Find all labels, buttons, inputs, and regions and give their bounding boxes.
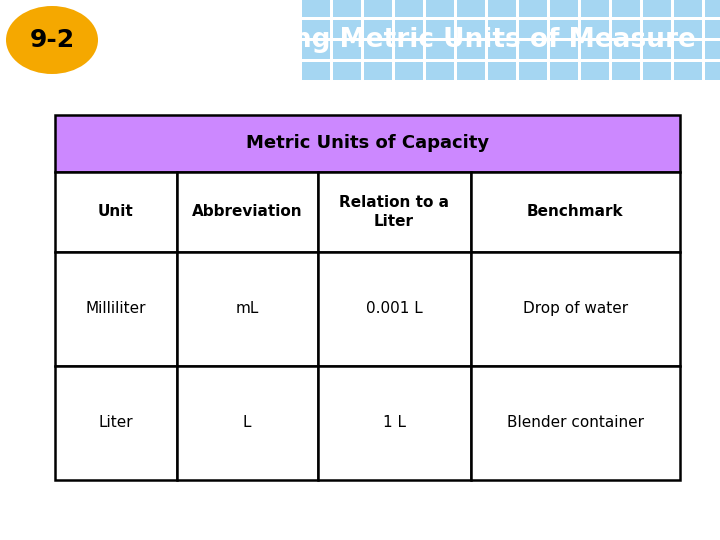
Bar [177, 252, 318, 366]
Text: Unit: Unit [98, 204, 134, 219]
Bar [395, 20, 423, 38]
Bar [612, 0, 640, 17]
Text: Liter: Liter [99, 415, 133, 430]
Bar [302, 0, 330, 17]
Bar [471, 252, 680, 366]
Bar [426, 62, 454, 80]
Bar [55, 252, 177, 366]
Bar [643, 20, 671, 38]
Bar [333, 20, 361, 38]
Bar [457, 0, 485, 17]
Bar [395, 0, 423, 17]
Bar [471, 366, 680, 480]
Bar [364, 20, 392, 38]
Bar [705, 0, 720, 17]
Text: 0.001 L: 0.001 L [366, 301, 423, 316]
Bar [426, 41, 454, 59]
Bar [519, 0, 547, 17]
Bar [674, 62, 702, 80]
Bar [318, 366, 471, 480]
Text: mL: mL [235, 301, 259, 316]
Bar [488, 20, 516, 38]
Bar [488, 41, 516, 59]
Bar [177, 366, 318, 480]
Text: 1 L: 1 L [382, 415, 405, 430]
Bar [488, 0, 516, 17]
Bar [550, 0, 578, 17]
Text: Milliliter: Milliliter [86, 301, 146, 316]
Bar [302, 41, 330, 59]
Bar [581, 0, 609, 17]
Bar [333, 41, 361, 59]
Text: 9-2: 9-2 [30, 28, 75, 52]
Bar [643, 62, 671, 80]
Bar [705, 62, 720, 80]
Bar [177, 172, 318, 252]
Bar [471, 172, 680, 252]
Text: Abbreviation: Abbreviation [192, 204, 302, 219]
Bar [55, 366, 177, 480]
Text: Relation to a
Liter: Relation to a Liter [339, 195, 449, 228]
Text: L: L [243, 415, 251, 430]
Bar [302, 20, 330, 38]
Bar [364, 62, 392, 80]
Bar [302, 62, 330, 80]
Bar [581, 20, 609, 38]
Bar [550, 41, 578, 59]
Bar [612, 41, 640, 59]
Text: Metric Units of Capacity: Metric Units of Capacity [246, 134, 489, 152]
Bar [55, 172, 177, 252]
Bar [674, 20, 702, 38]
Bar [426, 0, 454, 17]
Bar [457, 41, 485, 59]
Text: Drop of water: Drop of water [523, 301, 628, 316]
Bar [581, 62, 609, 80]
Bar [581, 41, 609, 59]
Bar [318, 172, 471, 252]
Bar [333, 62, 361, 80]
Bar [333, 0, 361, 17]
Bar [612, 62, 640, 80]
Bar [519, 20, 547, 38]
Bar [643, 0, 671, 17]
Text: Blender container: Blender container [507, 415, 644, 430]
Bar [426, 20, 454, 38]
Bar [488, 62, 516, 80]
Bar [457, 62, 485, 80]
Bar [705, 20, 720, 38]
Bar [364, 41, 392, 59]
Bar [395, 41, 423, 59]
Bar [612, 20, 640, 38]
Bar [643, 41, 671, 59]
Bar [519, 62, 547, 80]
Bar [364, 0, 392, 17]
Bar [318, 252, 471, 366]
Bar [550, 62, 578, 80]
Bar [550, 20, 578, 38]
Bar [674, 0, 702, 17]
Bar [705, 41, 720, 59]
Bar [55, 115, 680, 172]
Text: Course 1: Course 1 [8, 518, 70, 531]
Bar [674, 41, 702, 59]
Bar [457, 20, 485, 38]
Bar [395, 62, 423, 80]
Text: Understanding Metric Units of Measure: Understanding Metric Units of Measure [110, 27, 696, 53]
Text: Copyright © by Holt, Rinehart and Winston. All Rights Reserved.: Copyright © by Holt, Rinehart and Winsto… [376, 520, 712, 530]
Text: Benchmark: Benchmark [527, 204, 624, 219]
Ellipse shape [6, 6, 98, 74]
Bar [519, 41, 547, 59]
